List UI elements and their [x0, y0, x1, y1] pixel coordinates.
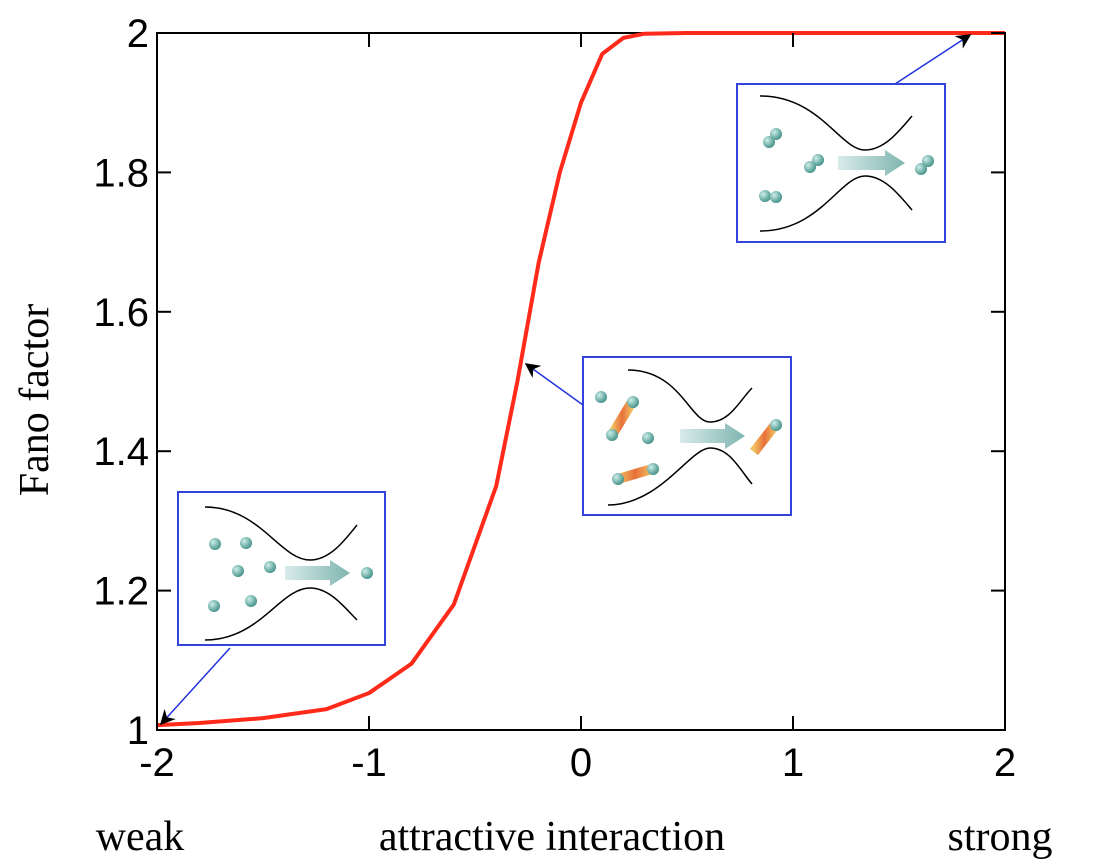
inset-weak [159, 491, 386, 726]
y-tick-label: 1 [127, 709, 149, 753]
y-axis-label: Fano factor [12, 304, 58, 496]
y-tick-label: 1.2 [93, 570, 149, 614]
x-tick-label: -2 [139, 741, 175, 785]
annotation: strong [948, 814, 1053, 860]
x-tick-label: 2 [994, 741, 1016, 785]
x-axis-label: attractive interaction [379, 814, 725, 860]
y-tick-label: 1.8 [93, 151, 149, 195]
x-tick-label: -1 [351, 741, 387, 785]
x-tick-label: 0 [570, 741, 592, 785]
y-tick-label: 1.4 [93, 430, 149, 474]
annotation: weak [96, 814, 185, 860]
inset-medium [524, 356, 792, 516]
data-line [156, 31, 1005, 728]
inset-strong [736, 34, 972, 243]
x-tick-label: 1 [782, 741, 804, 785]
y-tick-label: 2 [127, 12, 149, 56]
y-tick-label: 1.6 [93, 291, 149, 335]
